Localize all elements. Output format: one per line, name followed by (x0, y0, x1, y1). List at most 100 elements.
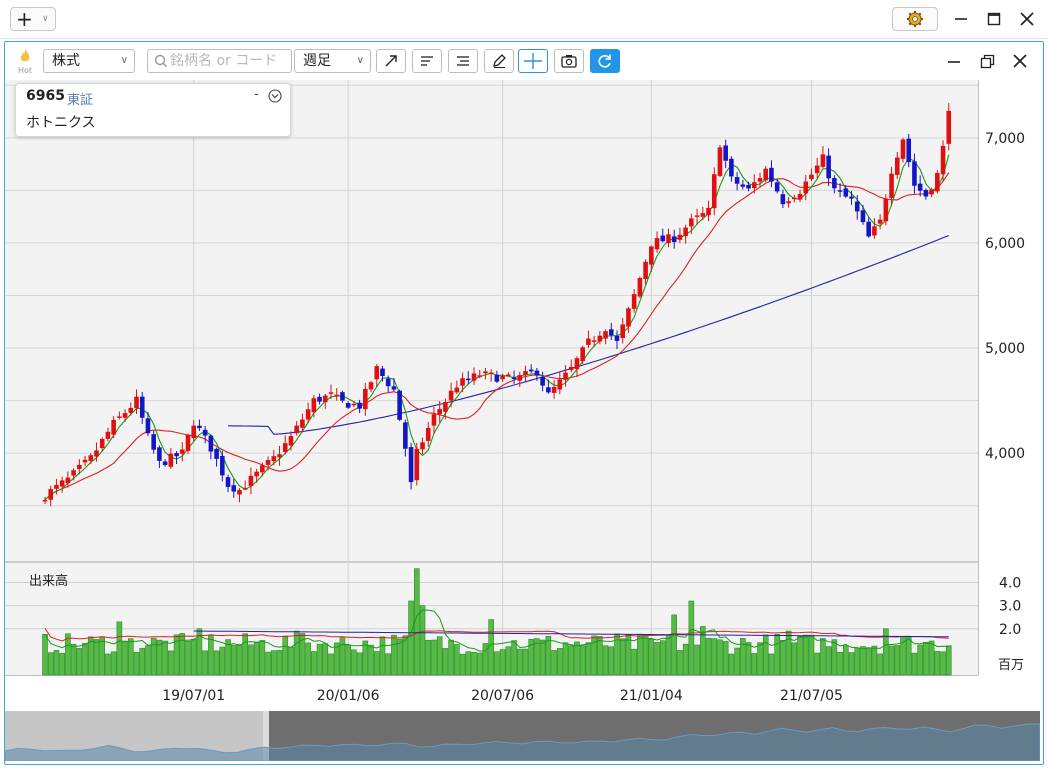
candle-body (706, 207, 711, 216)
period-select[interactable]: 週足 ∨ (294, 49, 371, 73)
volume-bar (465, 651, 472, 676)
candle-body (99, 438, 105, 449)
candle-body (65, 477, 71, 484)
window-minimize-button[interactable] (948, 7, 974, 31)
candle-body (220, 455, 225, 476)
search-input[interactable] (170, 51, 288, 71)
candle-body (260, 465, 265, 473)
volume-bar (740, 638, 746, 676)
volume-bar (705, 637, 712, 676)
navigator-handle[interactable] (263, 711, 269, 761)
chevron-down-icon: ∨ (356, 55, 364, 66)
volume-bar (431, 639, 437, 676)
volume-bar (522, 648, 529, 676)
volume-bar (814, 652, 821, 676)
candle-body (460, 378, 465, 386)
volume-bar (230, 645, 237, 676)
volume-bar (196, 628, 203, 676)
trend-line-button[interactable] (376, 49, 406, 73)
candle-body (797, 193, 803, 200)
window-maximize-button[interactable] (981, 7, 1007, 31)
info-collapse-button[interactable]: - (254, 87, 259, 102)
settings-button[interactable] (892, 7, 938, 31)
volume-bar (53, 650, 60, 676)
range-navigator[interactable] (5, 711, 1040, 761)
volume-bar (791, 642, 798, 676)
candle-body (786, 201, 791, 204)
candle-body (923, 189, 929, 197)
hot-button[interactable]: Hot (14, 48, 36, 76)
candle-body (843, 188, 849, 197)
price-panel-background (5, 80, 978, 561)
volume-panel-title: 出来高 (29, 573, 68, 589)
volume-bar (648, 639, 655, 676)
candle-body (42, 499, 48, 502)
volume-bar (625, 634, 632, 676)
volume-bar (265, 651, 271, 676)
volume-bar (42, 634, 48, 676)
candle-body (425, 427, 431, 441)
volume-bar (362, 640, 369, 676)
panel-restore-button[interactable] (976, 50, 998, 72)
align-left-button[interactable] (412, 49, 442, 73)
volume-tick-label: 2.0 (999, 622, 1021, 638)
refresh-icon (598, 54, 611, 68)
candle-body (517, 375, 523, 381)
candle-body (580, 347, 585, 362)
candle-body (751, 182, 757, 189)
volume-bar (345, 644, 351, 676)
candle-body (597, 335, 603, 342)
volume-bar (699, 626, 706, 676)
stock-code: 6965 (26, 88, 65, 104)
candle-body (391, 386, 397, 390)
chevron-down-icon[interactable] (268, 89, 282, 103)
volume-bar (185, 641, 191, 676)
add-chart-button[interactable]: + ∨ (10, 7, 56, 31)
minimize-icon (955, 18, 967, 20)
draw-button[interactable] (484, 49, 514, 73)
candle-body (792, 197, 797, 200)
candle-body (191, 425, 197, 439)
volume-bar (917, 644, 923, 676)
instrument-type-select[interactable]: 株式 ∨ (43, 49, 135, 73)
panel-close-button[interactable] (1009, 50, 1031, 72)
panel-minimize-button[interactable] (943, 50, 965, 72)
crosshair-button[interactable] (518, 49, 548, 73)
volume-bar (745, 642, 752, 676)
time-tick-label: 21/01/04 (620, 688, 683, 704)
stock-chart[interactable]: 4,000 5,000 6,000 7,000 19/07/01 20/01/06 20/0… (5, 80, 1040, 712)
candle-body (826, 155, 831, 179)
volume-bar (373, 651, 380, 676)
volume-bar (494, 651, 500, 676)
stock-info-box: 6965 東証 ホトニクス - (15, 83, 291, 137)
screenshot-button[interactable] (554, 49, 584, 73)
refresh-button[interactable] (590, 49, 620, 73)
candle-body (814, 165, 820, 174)
candle-body (231, 485, 237, 492)
volume-ma-short-line (44, 609, 949, 652)
candle-body (872, 226, 877, 236)
candle-body (82, 459, 88, 463)
candle-body (866, 221, 871, 237)
candle-body (294, 425, 299, 434)
chevron-down-icon: ∨ (42, 14, 49, 24)
window-close-button[interactable] (1014, 7, 1040, 31)
candle-body (128, 407, 134, 413)
candle-body (334, 394, 340, 397)
volume-bar (774, 634, 780, 676)
volume-bar (351, 649, 357, 676)
volume-bar (93, 639, 100, 676)
minimize-icon (948, 61, 960, 63)
candle-body (654, 238, 660, 250)
volume-tick-label: 3.0 (999, 599, 1021, 615)
align-right-button[interactable] (448, 49, 478, 73)
volume-bar (419, 605, 426, 676)
volume-bar (734, 647, 740, 676)
stock-search-field[interactable] (147, 49, 292, 73)
candle-body (448, 390, 454, 401)
volume-bar (883, 628, 889, 676)
candle-body (574, 358, 580, 370)
candle-body (671, 236, 677, 243)
candle-body (711, 174, 717, 209)
volume-bar (454, 644, 460, 676)
